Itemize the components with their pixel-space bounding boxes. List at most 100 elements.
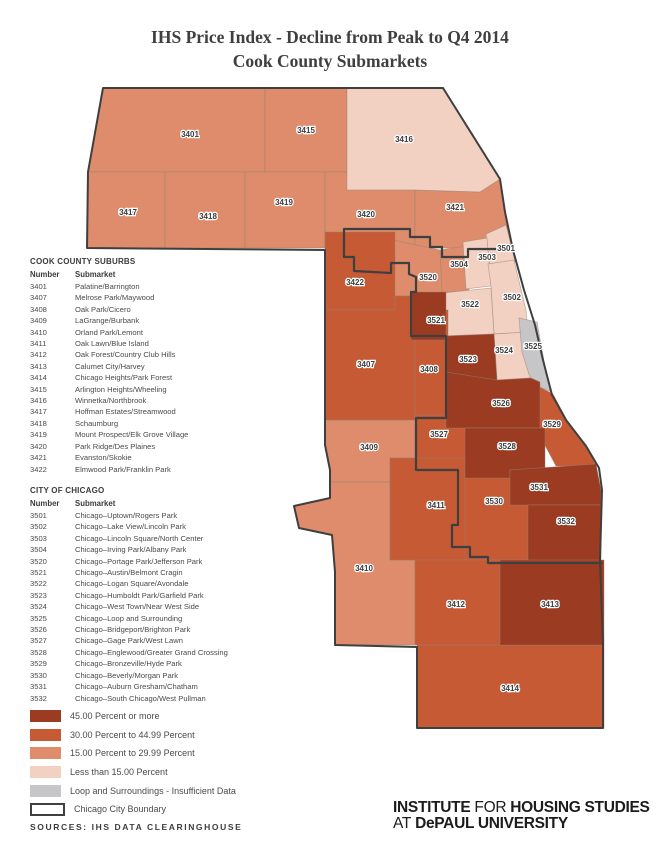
submarket-row: 3415 Arlington Heights/Wheeling (30, 384, 167, 394)
map-region-label: 3521 (427, 316, 445, 325)
legend-swatch-pink (30, 766, 61, 779)
suburbs-list-columns: Number Submarket (30, 270, 188, 279)
legend-item: Loop and Surroundings - Insufficient Dat… (30, 781, 236, 800)
map-region-3407 (324, 295, 416, 421)
legend-item: Less than 15.00 Percent (30, 763, 236, 782)
suburbs-list-heading: COOK COUNTY SUBURBS (30, 257, 136, 266)
legend-label: 30.00 Percent to 44.99 Percent (70, 729, 195, 740)
map-region-label: 3409 (360, 443, 378, 452)
map-region-label: 3407 (357, 360, 375, 369)
map-region-label: 3414 (501, 684, 519, 693)
submarket-row: 3524 Chicago–West Town/Near West Side (30, 602, 200, 612)
map-region-label: 3416 (395, 135, 413, 144)
map-region-label: 3527 (430, 430, 448, 439)
submarket-row: 3401 Palatine/Barrington (30, 282, 140, 291)
submarket-row: 3528 Chicago–Englewood/Greater Grand Cros… (30, 647, 228, 657)
title-line2: Cook County Submarkets (232, 50, 428, 71)
legend-item: 45.00 Percent or more (30, 707, 236, 726)
submarket-row: 3420 Park Ridge/Des Plaines (30, 441, 156, 451)
map-region-label: 3532 (557, 517, 575, 526)
map-region-label: 3408 (420, 365, 438, 374)
legend-swatch-boundary (30, 802, 65, 816)
submarket-row: 3410 Orland Park/Lemont (30, 327, 143, 337)
submarket-row: 3412 Oak Forest/Country Club Hills (30, 350, 176, 360)
submarket-row: 3414 Chicago Heights/Park Forest (30, 373, 173, 383)
suburbs-list: COOK COUNTY SUBURBS Number Submarket 3401… (30, 257, 188, 475)
legend-swatch-gray (30, 784, 61, 797)
map-region-label: 3419 (275, 198, 293, 207)
map-region-label: 3411 (427, 501, 445, 510)
map-region-label: 3531 (530, 483, 548, 492)
map-region-3522 (441, 287, 495, 337)
submarket-row: 3531 Chicago–Auburn Gresham/Chatham (30, 682, 198, 692)
submarket-row: 3523 Chicago–Humboldt Park/Garfield Park (30, 590, 204, 600)
map-region-3520 (392, 239, 443, 297)
map-region-label: 3528 (498, 442, 516, 451)
map-region-label: 3525 (524, 342, 542, 351)
submarket-row: 3530 Chicago–Beverly/Morgan Park (30, 670, 178, 680)
map-region-label: 3420 (357, 210, 375, 219)
map-region-label: 3501 (497, 244, 515, 253)
submarket-row: 3522 Chicago–Logan Square/Avondale (30, 579, 189, 589)
submarket-row: 3502 Chicago–Lake View/Lincoln Park (30, 522, 186, 532)
chicago-list: CITY OF CHICAGO Number Submarket 3501 Chic… (30, 486, 228, 704)
legend-label: Less than 15.00 Percent (70, 767, 168, 778)
submarket-row: 3422 Elmwood Park/Franklin Park (30, 464, 171, 474)
sources-line: SOURCES: IHS DATA CLEARINGHOUSE (30, 822, 243, 832)
chicago-list-columns: Number Submarket (30, 499, 228, 508)
map-region-label: 3413 (541, 600, 559, 609)
submarket-row: 3411 Oak Lawn/Blue Island (30, 339, 149, 349)
legend-item: 30.00 Percent to 44.99 Percent (30, 726, 236, 745)
submarket-row: 3521 Chicago–Austin/Belmont Cragin (30, 568, 183, 578)
col-submarket: Submarket (75, 499, 116, 508)
map-region-label: 3415 (297, 126, 315, 135)
map-region-label: 3421 (446, 203, 464, 212)
county-boundary (86, 87, 604, 729)
suburbs-rows: 3401 Palatine/Barrington 3407 Melrose Park/… (30, 281, 188, 475)
logo-line1: INSTITUTE FOR HOUSING STUDIES (393, 799, 650, 816)
map-region-3418 (164, 171, 246, 249)
map-region-label: 3524 (495, 346, 513, 355)
map-region-label: 3530 (485, 497, 503, 506)
ihs-depaul-logo: INSTITUTE FOR HOUSING STUDIES AT DePAUL … (393, 799, 650, 833)
submarket-row: 3503 Chicago–Lincoln Square/North Center (30, 533, 204, 543)
map-region-label: 3417 (119, 208, 137, 217)
logo-line2: AT DePAUL UNIVERSITY (393, 815, 568, 833)
chicago-list-heading: CITY OF CHICAGO (30, 486, 105, 495)
submarket-row: 3407 Melrose Park/Maywood (30, 293, 155, 303)
submarket-row: 3418 Schaumburg (30, 418, 119, 428)
legend-swatch-salmon (30, 747, 61, 760)
map-region-label: 3422 (346, 278, 364, 287)
map-region-3532 (527, 504, 602, 564)
map-region-label: 3523 (459, 355, 477, 364)
col-number: Number (30, 270, 60, 279)
map-region-label: 3410 (355, 564, 373, 573)
map-region-label: 3502 (503, 293, 521, 302)
legend-label: Loop and Surroundings - Insufficient Dat… (70, 785, 236, 796)
submarket-row: 3501 Chicago–Uptown/Rogers Park (30, 511, 178, 520)
submarket-row: 3413 Calumet City/Harvey (30, 361, 145, 371)
map-region-label: 3503 (478, 253, 496, 262)
legend-item: Chicago City Boundary (30, 800, 236, 819)
submarket-row: 3417 Hoffman Estates/Streamwood (30, 407, 176, 417)
map-region-label: 3520 (419, 273, 437, 282)
col-number: Number (30, 499, 60, 508)
map-region-3526 (445, 371, 541, 429)
submarket-row: 3526 Chicago–Bridgeport/Brighton Park (30, 625, 191, 635)
submarket-row: 3408 Oak Park/Cicero (30, 304, 131, 314)
legend-item: 15.00 Percent to 29.99 Percent (30, 744, 236, 763)
submarket-row: 3529 Chicago–Bronzeville/Hyde Park (30, 659, 182, 669)
submarket-row: 3416 Winnetka/Northbrook (30, 396, 147, 406)
map-region-label: 3412 (447, 600, 465, 609)
title-line1: IHS Price Index - Decline from Peak to Q… (151, 27, 509, 47)
map-region-label: 3401 (181, 130, 199, 139)
page-title: IHS Price Index - Decline from Peak to Q… (0, 26, 660, 73)
submarket-row: 3527 Chicago–Gage Park/West Lawn (30, 636, 183, 646)
map-region-label: 3529 (543, 420, 561, 429)
legend-swatch-orange (30, 728, 61, 741)
map-region-3419 (244, 171, 326, 249)
submarket-row: 3409 LaGrange/Burbank (30, 316, 140, 326)
legend-label: 15.00 Percent to 29.99 Percent (70, 748, 195, 759)
